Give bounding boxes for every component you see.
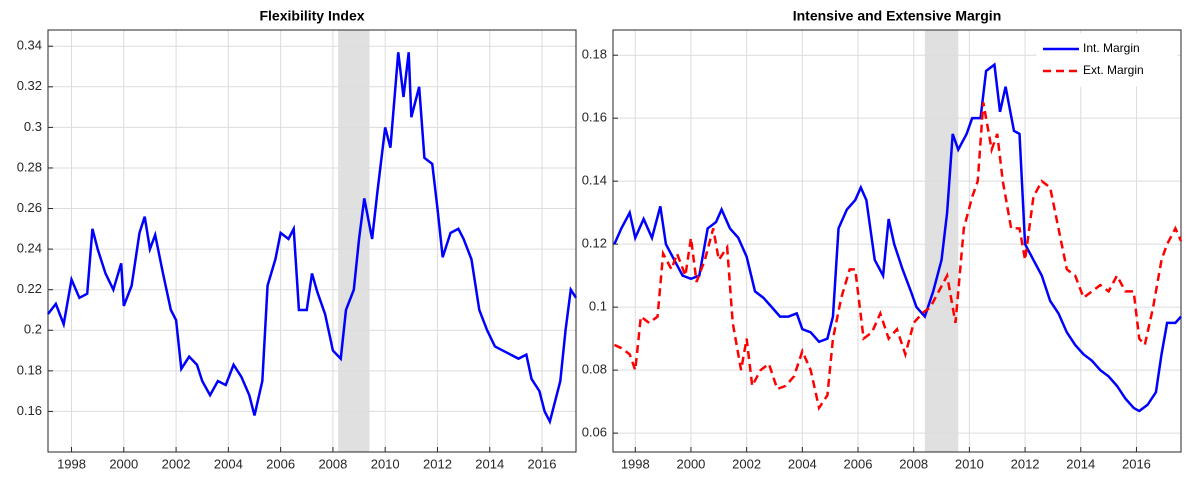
x-tick-label: 2008 [899,456,928,471]
y-tick-label: 0.18 [17,362,42,377]
x-tick-label: 2004 [214,456,243,471]
x-tick-label: 2006 [266,456,295,471]
x-tick-label: 2010 [371,456,400,471]
x-tick-label: 2014 [1066,456,1095,471]
chart-title: Intensive and Extensive Margin [793,8,1002,24]
x-tick-label: 1998 [621,456,650,471]
x-tick-label: 2000 [109,456,138,471]
y-tick-label: 0.08 [582,362,607,377]
x-tick-label: 2014 [475,456,504,471]
y-tick-label: 0.34 [17,38,42,53]
y-tick-label: 0.26 [17,200,42,215]
legend-label: Int. Margin [1083,41,1140,55]
plot-area [613,30,1181,452]
x-tick-label: 2010 [955,456,984,471]
y-tick-label: 0.3 [24,119,42,134]
data-line [47,52,578,426]
y-tick-label: 0.14 [582,173,607,188]
x-tick-label: 2016 [528,456,557,471]
y-tick-label: 0.32 [17,78,42,93]
shaded-region [338,30,370,452]
data-line [613,102,1183,412]
y-tick-label: 0.16 [17,403,42,418]
plot-area [48,30,576,452]
y-tick-label: 0.16 [582,110,607,125]
x-tick-label: 2002 [732,456,761,471]
y-tick-label: 0.24 [17,241,42,256]
x-tick-label: 2012 [423,456,452,471]
y-tick-label: 0.1 [589,299,607,314]
axes-box [47,29,577,453]
x-tick-label: 2004 [788,456,817,471]
legend-label: Ext. Margin [1083,63,1144,77]
shaded-region [924,30,959,452]
y-tick-label: 0.28 [17,159,42,174]
x-tick-label: 2008 [318,456,347,471]
chart-title: Flexibility Index [259,8,364,24]
x-tick-label: 2006 [844,456,873,471]
x-tick-label: 1998 [57,456,86,471]
data-line [613,62,1182,413]
y-tick-label: 0.22 [17,281,42,296]
y-tick-label: 0.12 [582,236,607,251]
x-tick-label: 2002 [162,456,191,471]
x-tick-label: 2012 [1011,456,1040,471]
y-tick-label: 0.06 [582,425,607,440]
x-tick-label: 2016 [1122,456,1151,471]
legend-box [1036,33,1178,87]
x-tick-label: 2000 [676,456,705,471]
y-tick-label: 0.2 [24,322,42,337]
y-tick-label: 0.18 [582,47,607,62]
